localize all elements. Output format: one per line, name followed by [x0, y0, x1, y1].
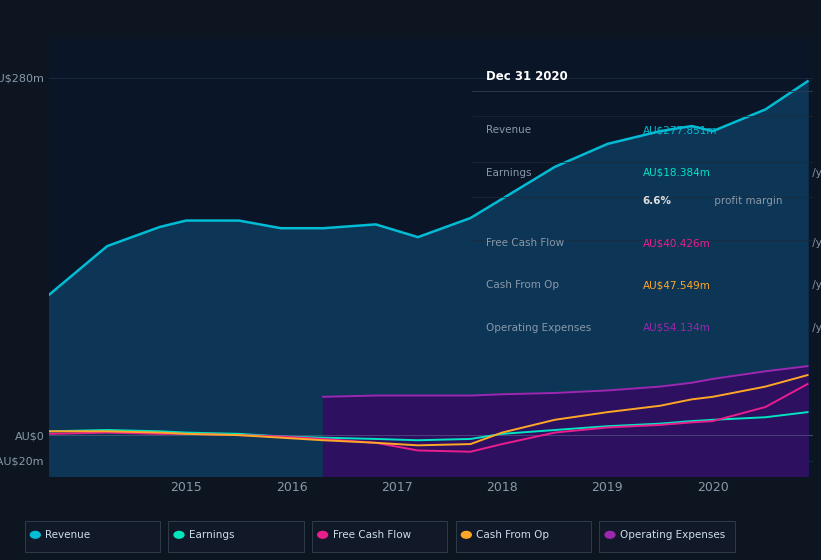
- Text: Revenue: Revenue: [486, 125, 531, 135]
- Text: Earnings: Earnings: [189, 530, 234, 540]
- Text: AU$40.426m: AU$40.426m: [643, 238, 710, 248]
- Text: AU$54.134m: AU$54.134m: [643, 323, 710, 333]
- Text: Revenue: Revenue: [45, 530, 90, 540]
- Text: AU$18.384m: AU$18.384m: [643, 167, 710, 178]
- Text: /yr: /yr: [810, 281, 821, 291]
- Text: /yr: /yr: [810, 238, 821, 248]
- Text: AU$277.851m: AU$277.851m: [643, 125, 717, 135]
- Text: profit margin: profit margin: [711, 196, 782, 206]
- Text: Earnings: Earnings: [486, 167, 531, 178]
- Text: /yr: /yr: [810, 323, 821, 333]
- Text: Dec 31 2020: Dec 31 2020: [486, 70, 567, 83]
- Text: Cash From Op: Cash From Op: [486, 281, 559, 291]
- Text: /yr: /yr: [810, 167, 821, 178]
- Text: Operating Expenses: Operating Expenses: [486, 323, 591, 333]
- Text: Operating Expenses: Operating Expenses: [620, 530, 725, 540]
- Text: 6.6%: 6.6%: [643, 196, 672, 206]
- Text: AU$47.549m: AU$47.549m: [643, 281, 710, 291]
- Text: Cash From Op: Cash From Op: [476, 530, 549, 540]
- Text: Free Cash Flow: Free Cash Flow: [333, 530, 410, 540]
- Text: Free Cash Flow: Free Cash Flow: [486, 238, 564, 248]
